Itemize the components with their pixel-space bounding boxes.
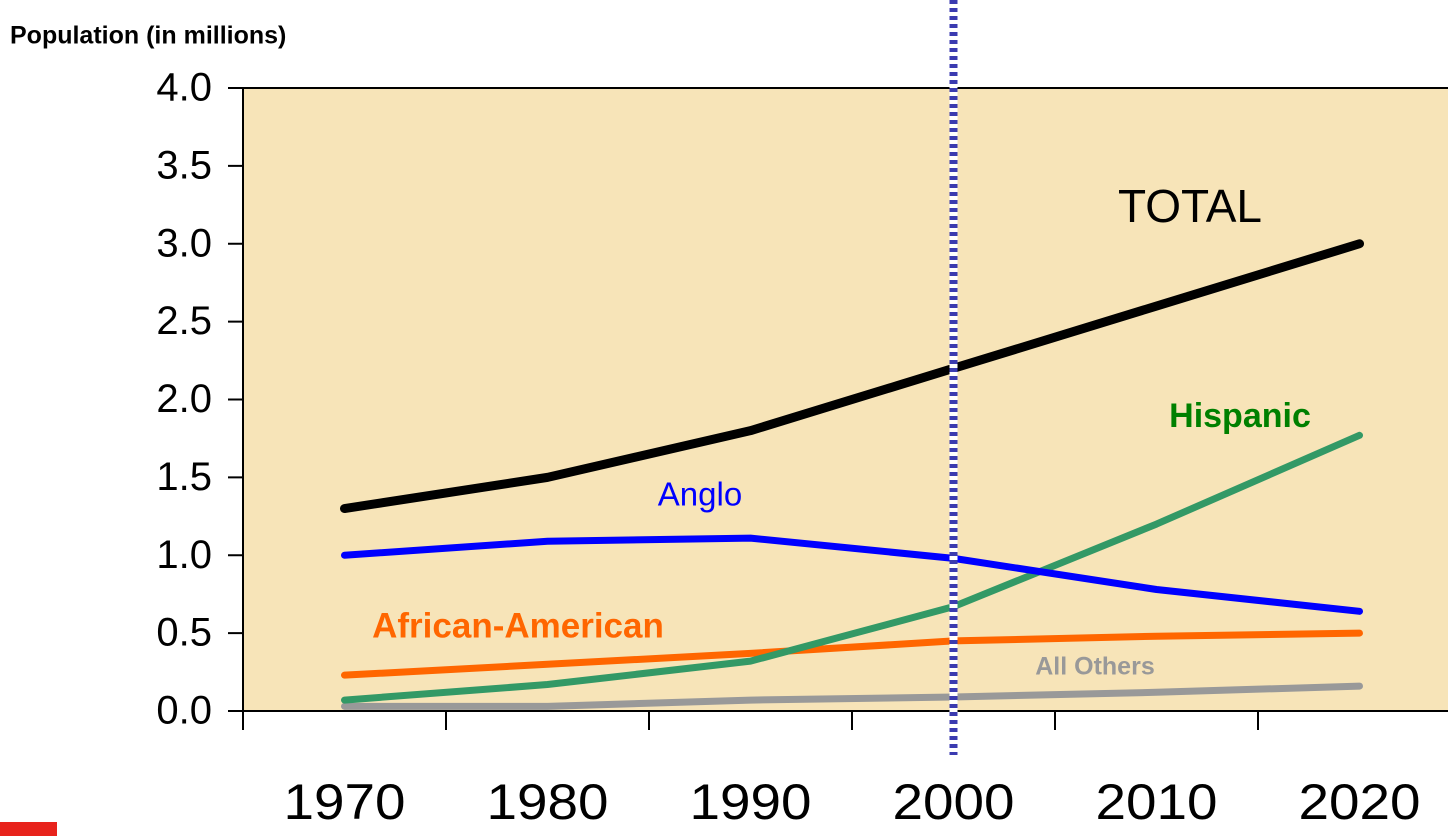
series-label: All Others [1035,653,1154,681]
x-tick-label: 1980 [487,774,609,830]
series-label: African-American [372,606,664,645]
y-tick-label: 2.0 [156,377,212,421]
series-line [341,431,1363,704]
series-line [341,682,1363,710]
y-tick-label: 3.0 [156,221,212,265]
series-label: TOTAL [1118,180,1262,232]
x-tick-label: 1990 [690,774,812,830]
x-tick-label: 2000 [893,774,1015,830]
series-label: Anglo [658,476,742,513]
series-line [340,239,1364,514]
corner-block [0,822,57,836]
divider-line [949,0,958,755]
series-line [341,629,1363,679]
series-label: Hispanic [1169,397,1311,435]
y-axis-title: Population (in millions) [10,22,286,50]
x-tick-label: 2020 [1299,774,1421,830]
y-tick-label: 1.0 [156,533,212,577]
series-line [341,534,1363,615]
y-tick-label: 0.5 [156,611,212,655]
y-tick-label: 1.5 [156,455,212,499]
y-tick-label: 2.5 [156,299,212,343]
y-tick-label: 0.0 [156,689,212,733]
x-tick-label: 1970 [284,774,406,830]
y-tick-label: 4.0 [156,66,212,110]
x-tick-label: 2010 [1096,774,1218,830]
y-tick-label: 3.5 [156,143,212,187]
